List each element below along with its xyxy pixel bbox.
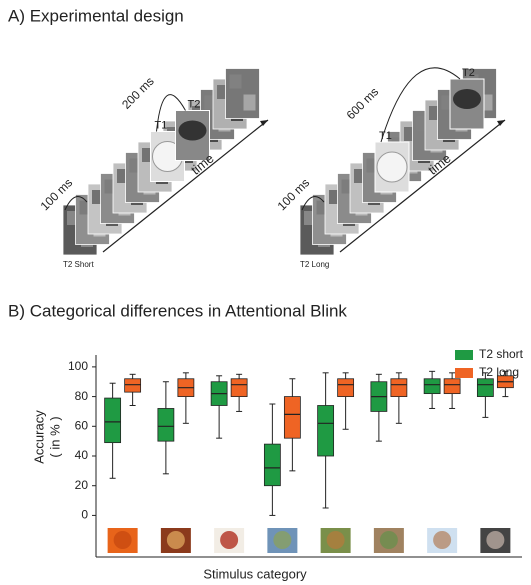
y-axis-label: Accuracy [31, 410, 46, 464]
box [390, 378, 408, 397]
frame-noise [229, 74, 242, 89]
lag-label: 600 ms [344, 85, 382, 123]
t2-label: T2 [462, 67, 475, 79]
box [157, 408, 175, 442]
lag-arc [380, 67, 461, 143]
isi-arc [64, 196, 88, 211]
category-icon-detail [379, 531, 398, 549]
box [283, 396, 301, 439]
frame-noise [243, 94, 256, 111]
bird [178, 120, 207, 141]
category-icon-detail [220, 531, 239, 549]
time-arrow [339, 119, 506, 253]
category-icon-detail [433, 531, 452, 549]
y-tick-label: 0 [81, 508, 88, 522]
legend-label: T2 short [479, 347, 524, 361]
legend-label: T2 long [479, 365, 519, 379]
box [263, 443, 281, 487]
category-icon-detail [326, 531, 345, 549]
box [443, 378, 461, 395]
box [337, 378, 355, 397]
y-tick-label: 40 [75, 448, 89, 462]
t1-label: T1 [155, 119, 168, 131]
t2-label: T2 [188, 98, 201, 110]
category-icon-detail [113, 531, 132, 549]
baseball [376, 151, 408, 183]
box [104, 397, 122, 444]
x-axis-label: Stimulus category [203, 566, 307, 581]
lag-label: 200 ms [119, 74, 157, 112]
arrow-head [260, 120, 268, 126]
y-axis-label: ( in % ) [47, 416, 62, 457]
caption: T2 Long [300, 260, 329, 269]
box [124, 378, 142, 393]
y-tick-label: 80 [75, 389, 89, 403]
category-icon-detail [486, 531, 505, 549]
y-tick-label: 100 [68, 359, 88, 373]
y-tick-label: 60 [75, 418, 89, 432]
t1-label: T1 [379, 130, 392, 142]
bird [453, 89, 481, 109]
isi-arc [301, 196, 325, 211]
category-icon-detail [273, 531, 292, 549]
legend-swatch [455, 350, 473, 360]
lag-arc [156, 94, 186, 132]
legend-swatch [455, 368, 473, 378]
arrow-head [497, 120, 505, 126]
box [230, 378, 248, 397]
chart-title: B) Categorical differences in Attentiona… [8, 301, 347, 320]
box [423, 378, 441, 395]
box [317, 405, 335, 457]
time-arrow [102, 119, 269, 253]
category-icon-detail [166, 531, 185, 549]
caption: T2 Short [63, 260, 94, 269]
panel-title: A) Experimental design [8, 6, 184, 25]
y-tick-label: 20 [75, 478, 89, 492]
box [476, 378, 494, 397]
